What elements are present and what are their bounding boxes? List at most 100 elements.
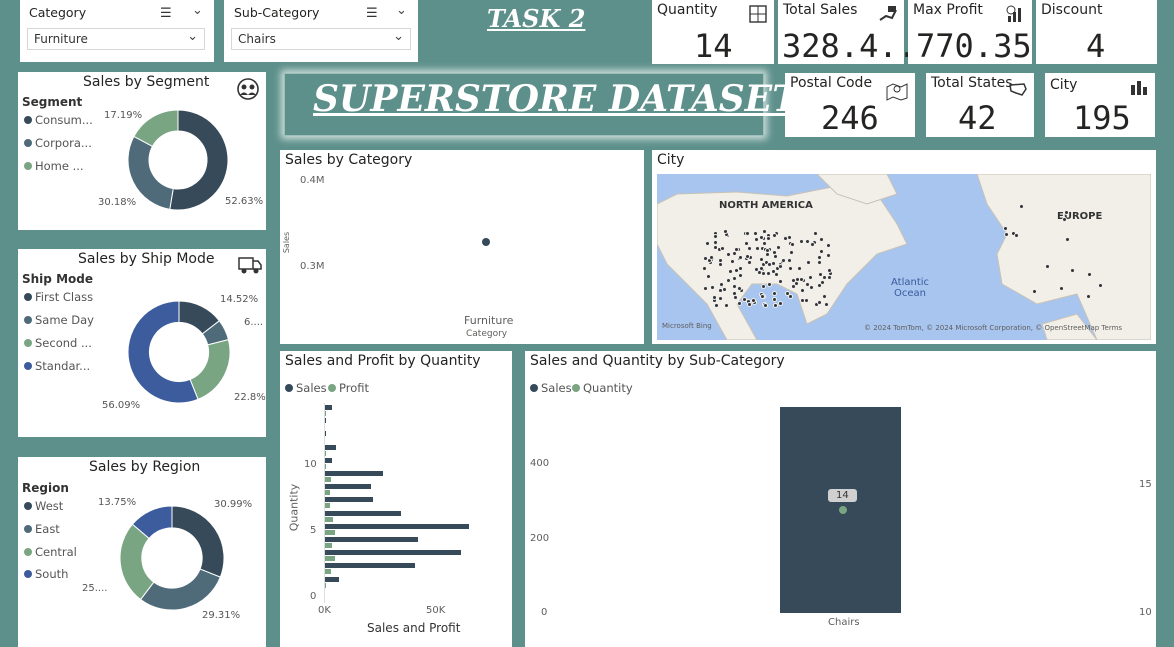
city-marker[interactable] [826, 243, 831, 248]
bar-sales[interactable] [325, 497, 373, 502]
city-marker[interactable] [810, 242, 815, 247]
bar-sales[interactable] [325, 418, 326, 423]
legend-item[interactable]: Home ... [24, 159, 84, 173]
legend-item[interactable]: Sales [530, 381, 572, 395]
legend-item[interactable]: First Class [24, 290, 93, 304]
city-marker[interactable] [705, 241, 710, 246]
city-marker[interactable] [744, 241, 749, 246]
city-marker[interactable] [778, 264, 783, 269]
city-marker[interactable] [772, 250, 777, 255]
city-marker[interactable] [767, 282, 772, 287]
category-dropdown[interactable]: Furniture ⌄ [27, 28, 205, 50]
kpi-total-sales[interactable]: Total Sales 328.4... [778, 0, 904, 64]
slicer-menu-icon[interactable]: ☰ [160, 6, 172, 21]
city-marker[interactable] [781, 258, 786, 263]
city-marker[interactable] [703, 286, 708, 291]
city-markers[interactable] [657, 174, 1151, 340]
bar-profit[interactable] [325, 503, 330, 508]
city-marker[interactable] [771, 269, 776, 274]
city-marker[interactable] [1059, 286, 1064, 291]
slicer-menu-icon[interactable]: ☰ [366, 6, 378, 21]
city-marker[interactable] [766, 271, 771, 276]
segment-donut[interactable] [126, 108, 230, 212]
city-marker[interactable] [772, 233, 777, 238]
category-slicer[interactable]: Category ☰ ⌄ Furniture ⌄ [20, 0, 214, 62]
legend-item[interactable]: Standar... [24, 359, 90, 373]
legend-item[interactable]: Second ... [24, 336, 92, 350]
bar-sales[interactable] [325, 577, 339, 582]
city-marker[interactable] [776, 245, 781, 250]
city-marker[interactable] [766, 236, 771, 241]
bar-area[interactable] [324, 403, 504, 603]
chevron-down-icon[interactable]: ⌄ [396, 3, 407, 18]
city-marker[interactable] [797, 266, 802, 271]
kpi-quantity[interactable]: Quantity 14 [652, 0, 774, 64]
city-marker[interactable] [734, 268, 739, 273]
city-marker[interactable] [1070, 268, 1075, 273]
subcategory-slicer[interactable]: Sub-Category ☰ ⌄ Chairs ⌄ [224, 0, 418, 62]
bar-profit[interactable] [325, 583, 326, 588]
shipmode-donut[interactable] [126, 299, 232, 405]
city-marker[interactable] [809, 285, 814, 290]
bar-sales[interactable] [325, 405, 332, 410]
bar-sales[interactable] [325, 431, 326, 436]
bar-profit[interactable] [325, 517, 333, 522]
city-marker[interactable] [710, 285, 715, 290]
bar-profit[interactable] [325, 556, 335, 561]
city-marker[interactable] [819, 249, 824, 254]
city-marker[interactable] [706, 274, 711, 279]
city-marker[interactable] [765, 252, 770, 257]
legend-item[interactable]: Profit [328, 381, 369, 395]
bar-sales[interactable] [325, 445, 336, 450]
city-marker[interactable] [1004, 232, 1009, 237]
city-marker[interactable] [737, 301, 742, 306]
sales-profit-by-quantity-panel[interactable]: Sales and Profit by Quantity Sales Profi… [280, 351, 512, 647]
legend-item[interactable]: Central [24, 545, 77, 559]
city-marker[interactable] [783, 236, 788, 241]
city-marker[interactable] [702, 266, 707, 271]
kpi-city[interactable]: City 195 [1045, 73, 1155, 137]
region-panel[interactable]: Sales by Region Region West East Central… [18, 457, 266, 647]
chevron-down-icon[interactable]: ⌄ [187, 29, 198, 44]
city-marker[interactable] [718, 262, 723, 267]
city-marker[interactable] [1064, 210, 1069, 215]
city-marker[interactable] [767, 262, 772, 267]
city-marker[interactable] [714, 303, 719, 308]
city-marker[interactable] [747, 302, 752, 307]
donut-slice[interactable] [170, 110, 228, 210]
city-marker[interactable] [1045, 264, 1050, 269]
sales-quantity-by-subcategory-panel[interactable]: Sales and Quantity by Sub-Category Sales… [525, 351, 1156, 647]
bar-profit[interactable] [325, 543, 332, 548]
legend-item[interactable]: Consum... [24, 113, 93, 127]
city-marker[interactable] [772, 297, 777, 302]
city-marker[interactable] [1032, 289, 1037, 294]
legend-item[interactable]: Corpora... [24, 136, 92, 150]
legend-item[interactable]: West [24, 499, 63, 513]
kpi-total-states[interactable]: Total States 42 [926, 73, 1034, 137]
donut-slice[interactable] [141, 569, 221, 610]
city-marker[interactable] [819, 237, 824, 242]
bar-sales[interactable] [325, 511, 401, 516]
city-marker[interactable] [822, 294, 827, 299]
city-marker[interactable] [808, 275, 813, 280]
segment-panel[interactable]: Sales by Segment Segment Consum... Corpo… [18, 72, 266, 230]
city-marker[interactable] [799, 239, 804, 244]
city-marker[interactable] [1087, 272, 1092, 277]
city-marker[interactable] [824, 302, 829, 307]
bar-sales[interactable] [325, 484, 371, 489]
city-marker[interactable] [1062, 217, 1067, 222]
city-marker[interactable] [755, 246, 760, 251]
city-marker[interactable] [1086, 294, 1091, 299]
city-marker[interactable] [790, 242, 795, 247]
kpi-discount[interactable]: Discount 4 [1036, 0, 1157, 64]
city-marker[interactable] [742, 297, 747, 302]
city-marker[interactable] [726, 252, 731, 257]
city-marker[interactable] [726, 278, 731, 283]
city-marker[interactable] [1098, 283, 1103, 288]
city-marker[interactable] [761, 271, 766, 276]
city-marker[interactable] [778, 301, 783, 306]
city-marker[interactable] [753, 231, 758, 236]
city-marker[interactable] [788, 266, 793, 271]
city-marker[interactable] [761, 284, 766, 289]
region-donut[interactable] [118, 504, 226, 612]
